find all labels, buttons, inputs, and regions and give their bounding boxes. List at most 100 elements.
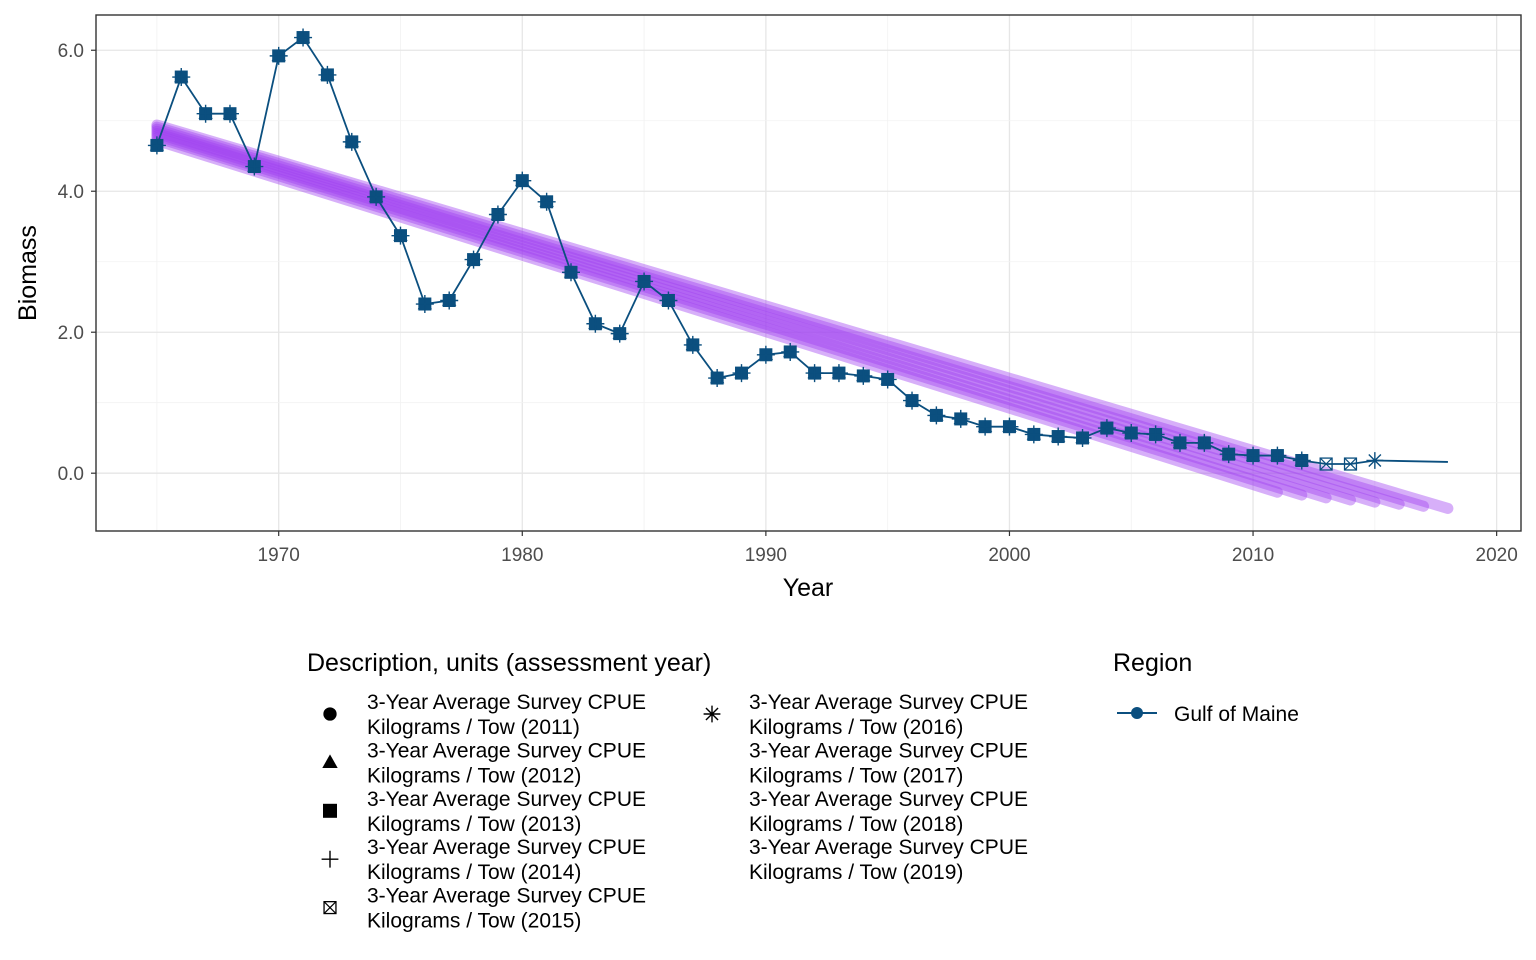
- data-point: [781, 342, 800, 361]
- marker-plus: [172, 68, 191, 87]
- marker-plus: [659, 291, 678, 310]
- trend-line: [151, 134, 1283, 498]
- shape-legend-label: Kilograms / Tow (2016): [749, 716, 963, 739]
- trend-line: [151, 123, 1405, 510]
- shape-legend-label: Kilograms / Tow (2014): [367, 861, 581, 884]
- marker-plus: [367, 187, 386, 206]
- data-point: [1319, 457, 1333, 471]
- data-point: [903, 391, 922, 410]
- marker-plus: [683, 335, 702, 354]
- marker-plus: [391, 226, 410, 245]
- shape-legend-label: 3-Year Average Survey CPUE: [749, 739, 1028, 762]
- data-point: [440, 291, 459, 310]
- data-point: [294, 28, 313, 47]
- shape-legend-label: 3-Year Average Survey CPUE: [367, 691, 646, 714]
- marker-plus: [1073, 428, 1092, 447]
- marker-plus: [488, 205, 507, 224]
- region-legend-label: Gulf of Maine: [1174, 703, 1299, 726]
- trend-line: [151, 132, 1308, 501]
- marker-asterisk: [1366, 452, 1384, 469]
- data-point: [537, 192, 556, 211]
- data-point: [951, 409, 970, 428]
- marker-plus: [269, 46, 288, 65]
- shape-legend-label: Kilograms / Tow (2012): [367, 764, 581, 787]
- marker-plus: [781, 342, 800, 361]
- shape-legend-label: 3-Year Average Survey CPUE: [749, 836, 1028, 859]
- data-point: [172, 68, 191, 87]
- data-point: [1000, 417, 1019, 436]
- marker-plus: [635, 272, 654, 291]
- data-point: [1122, 424, 1141, 443]
- data-point: [805, 364, 824, 383]
- x-tick-label: 2020: [1476, 545, 1518, 566]
- data-point: [610, 324, 629, 343]
- x-axis: 1970 1980 1990 2000 2010 2020: [258, 531, 1518, 566]
- marker-plus: [805, 364, 824, 383]
- marker-asterisk: [703, 705, 721, 723]
- data-point: [391, 226, 410, 245]
- data-point: [635, 272, 654, 291]
- data-point: [732, 364, 751, 383]
- marker-plus: [294, 28, 313, 47]
- marker-box-cross: [1319, 457, 1333, 471]
- marker-plus: [878, 370, 897, 389]
- marker-plus: [732, 364, 751, 383]
- data-point: [708, 369, 727, 388]
- marker-triangle: [322, 754, 338, 768]
- data-point: [342, 132, 361, 151]
- data-point: [1366, 452, 1384, 469]
- marker-plus: [1097, 419, 1116, 438]
- shape-legend-title: Description, units (assessment year): [307, 649, 711, 677]
- data-point: [878, 370, 897, 389]
- shape-legend-label: Kilograms / Tow (2018): [749, 813, 963, 836]
- data-point: [488, 205, 507, 224]
- marker-square: [323, 803, 337, 818]
- y-axis: 0.0 2.0 4.0 6.0: [58, 41, 96, 485]
- data-point: [756, 345, 775, 364]
- marker-box: [1343, 457, 1358, 471]
- marker-plus: [220, 104, 239, 123]
- region-legend-marker: [1131, 707, 1143, 719]
- marker-plus: [610, 324, 629, 343]
- x-tick-label: 1970: [258, 545, 300, 566]
- data-point: [586, 314, 605, 333]
- marker-plus: [586, 314, 605, 333]
- marker-box: [1319, 457, 1333, 471]
- shape-legend-label: 3-Year Average Survey CPUE: [367, 885, 646, 908]
- marker-plus: [976, 417, 995, 436]
- data-point: [1244, 446, 1263, 465]
- marker-plus: [1170, 433, 1189, 452]
- shape-legend-label: 3-Year Average Survey CPUE: [367, 739, 646, 762]
- marker-plus: [1000, 417, 1019, 436]
- y-tick-label: 2.0: [58, 323, 84, 344]
- shape-legend-label: 3-Year Average Survey CPUE: [749, 788, 1028, 811]
- data-point: [829, 364, 848, 383]
- data-point: [464, 250, 483, 269]
- shape-legend-label: Kilograms / Tow (2013): [367, 813, 581, 836]
- marker-plus: [1219, 445, 1238, 464]
- marker-plus: [440, 291, 459, 310]
- x-axis-title: Year: [783, 574, 834, 602]
- shape-legend-label: 3-Year Average Survey CPUE: [367, 836, 646, 859]
- data-point: [1170, 433, 1189, 452]
- data-point: [513, 171, 532, 190]
- marker-box: [323, 901, 337, 915]
- shape-legend-label: 3-Year Average Survey CPUE: [367, 788, 646, 811]
- plot-panel: [96, 15, 1521, 531]
- marker-plus: [1122, 424, 1141, 443]
- data-series: [147, 28, 1448, 471]
- marker-plus: [1268, 446, 1287, 465]
- y-tick-label: 6.0: [58, 41, 84, 62]
- shape-legend-label: Kilograms / Tow (2019): [749, 861, 963, 884]
- series-line-extension: [1374, 459, 1448, 463]
- data-point: [659, 291, 678, 310]
- data-point: [1268, 446, 1287, 465]
- marker-plus: [708, 369, 727, 388]
